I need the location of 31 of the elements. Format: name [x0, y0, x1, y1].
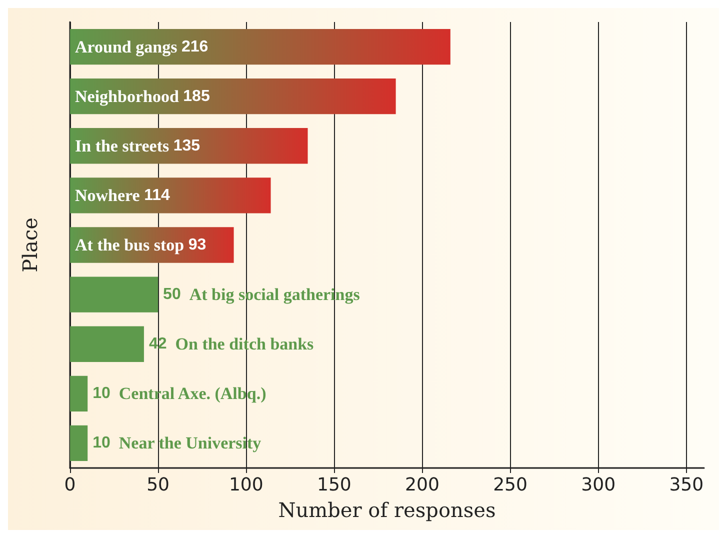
data-label: 10 [92, 434, 111, 452]
bar [70, 128, 308, 164]
x-tick-label: 150 [316, 474, 352, 496]
x-tick-label: 300 [581, 474, 616, 496]
data-label: 50 [163, 286, 181, 304]
data-label: 216 [181, 38, 208, 56]
y-tick-label: Around gangs [75, 37, 178, 56]
bar [70, 326, 144, 362]
x-tick-label: 250 [493, 474, 528, 496]
x-tick-label: 50 [146, 474, 170, 496]
data-label: 93 [188, 236, 206, 254]
data-label: 185 [183, 88, 210, 105]
y-tick-label: Neighborhood [75, 86, 180, 106]
bar [70, 78, 396, 114]
data-label: 10 [92, 385, 111, 402]
bar [70, 425, 88, 462]
y-tick-label: Nowhere [75, 186, 140, 205]
data-label: 135 [173, 137, 200, 154]
bar [70, 376, 88, 412]
bar [70, 276, 158, 312]
y-tick-label: In the streets [75, 136, 170, 156]
x-tick-label: 100 [228, 474, 264, 496]
y-axis-title: Place [18, 218, 42, 272]
bar [70, 178, 271, 214]
x-tick-label: 0 [64, 474, 76, 496]
x-tick-label: 350 [669, 474, 704, 496]
bar [70, 28, 450, 65]
y-tick-label: At the bus stop [75, 236, 184, 254]
x-tick-label: 200 [405, 474, 440, 496]
data-label: 114 [144, 186, 170, 204]
x-axis-title: Number of responses [278, 498, 496, 522]
